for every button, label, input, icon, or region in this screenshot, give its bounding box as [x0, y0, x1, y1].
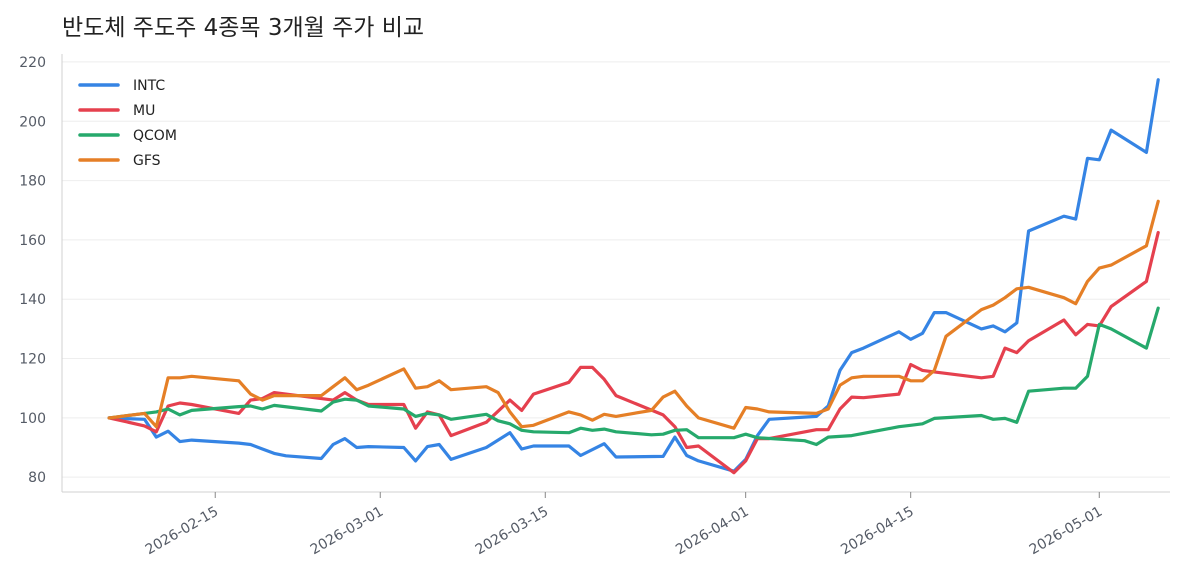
y-tick-label: 180: [19, 174, 46, 190]
y-tick-label: 160: [19, 233, 46, 249]
series-line-qcom: [107, 306, 1160, 447]
x-tick-label: 2026-03-15: [473, 504, 551, 559]
y-tick-label: 220: [19, 55, 46, 71]
legend-label: GFS: [133, 153, 161, 169]
x-tick-label: 2026-05-01: [1027, 504, 1105, 559]
x-tick-label: 2026-04-15: [838, 504, 916, 559]
legend: INTC MU QCOM GFS: [78, 78, 177, 169]
series-lines: [107, 78, 1160, 475]
axes: 80 100 120 140 160 180 200 220 2026-02-15 2026-03…: [19, 54, 1170, 558]
chart-title: 반도체 주도주 4종목 3개월 주가 비교: [62, 15, 425, 41]
x-tick-label: 2026-04-01: [673, 504, 751, 559]
y-tick-label: 120: [19, 352, 46, 368]
legend-label: QCOM: [133, 128, 177, 144]
series-line-intc: [107, 78, 1160, 473]
y-tick-label: 100: [19, 411, 46, 427]
series-line-mu: [107, 230, 1160, 475]
legend-label: MU: [133, 103, 155, 119]
y-tick-label: 140: [19, 292, 46, 308]
x-tick-label: 2026-02-15: [143, 504, 221, 559]
x-tick-label: 2026-03-01: [308, 504, 386, 559]
series-line-gfs: [107, 199, 1160, 430]
y-tick-label: 80: [28, 470, 46, 486]
y-tick-label: 200: [19, 114, 46, 130]
legend-label: INTC: [133, 78, 165, 94]
